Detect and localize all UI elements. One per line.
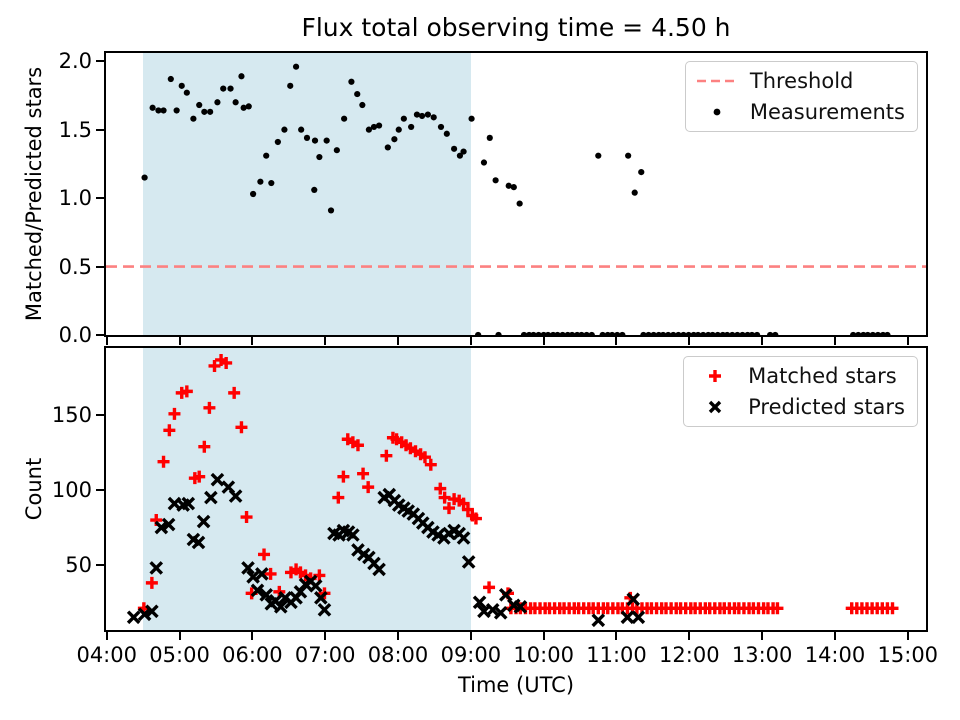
y-tick-label: 1.0: [58, 186, 92, 211]
x-tick-mark: [688, 632, 691, 640]
chart-title: Flux total observing time = 4.50 h: [301, 13, 731, 42]
x-tick-mark: [688, 337, 691, 345]
x-tick-mark: [397, 337, 400, 345]
x-tick-mark: [324, 337, 327, 345]
x-axis-label: Time (UTC): [457, 673, 575, 697]
y-tick-mark: [96, 489, 104, 492]
x-tick-mark: [469, 632, 472, 640]
y-tick-mark: [96, 197, 104, 200]
top-axes-ratio-plot: Threshold Measurements: [104, 51, 928, 337]
x-tick-label: 06:00: [222, 643, 283, 667]
x-tick-label: 11:00: [586, 643, 647, 667]
y-tick-mark: [96, 334, 104, 336]
x-tick-mark: [906, 632, 909, 640]
x-tick-label: 15:00: [877, 643, 939, 667]
x-tick-label: 04:00: [76, 643, 137, 667]
legend-item-matched-stars: Matched stars: [694, 364, 905, 388]
legend-label-threshold: Threshold: [749, 69, 854, 93]
y-tick-label: 50: [65, 552, 92, 577]
y-tick-mark: [96, 414, 104, 417]
x-tick-mark: [615, 632, 618, 640]
bottom-legend: Matched stars Predicted stars: [683, 356, 918, 427]
y-tick-label: 100: [51, 478, 92, 503]
observing-window-shade-top: [143, 53, 471, 335]
x-tick-label: 10:00: [513, 643, 574, 667]
x-tick-label: 08:00: [367, 643, 429, 667]
top-plot-canvas: [106, 63, 926, 335]
y-tick-label: 2.0: [58, 49, 92, 74]
y-tick-mark: [96, 563, 104, 566]
bottom-plot-canvas: [126, 353, 899, 628]
predicted-x-swatch-icon: [694, 399, 736, 415]
y-tick-mark: [96, 128, 104, 131]
y-tick-label: 150: [51, 403, 92, 428]
y-tick-mark: [96, 265, 104, 268]
y-tick-label: 0.5: [58, 254, 92, 279]
x-tick-mark: [833, 632, 836, 640]
bottom-axes-count-plot: Matched stars Predicted stars: [104, 346, 928, 632]
x-tick-mark: [542, 632, 545, 640]
x-tick-mark: [105, 632, 108, 640]
x-tick-label: 12:00: [659, 643, 720, 667]
y-tick-label: 0.0: [58, 323, 92, 347]
x-tick-label: 14:00: [804, 643, 866, 667]
x-tick-mark: [469, 337, 472, 345]
x-tick-mark: [397, 632, 400, 640]
x-tick-mark: [251, 632, 254, 640]
x-tick-mark: [324, 632, 327, 640]
legend-item-threshold: Threshold: [696, 69, 905, 93]
y-tick-mark: [96, 60, 104, 63]
x-tick-mark: [833, 337, 836, 345]
top-legend: Threshold Measurements: [684, 61, 918, 132]
x-tick-mark: [761, 632, 764, 640]
legend-label-predicted-stars: Predicted stars: [748, 395, 905, 419]
x-tick-label: 09:00: [440, 643, 502, 667]
legend-label-measurements: Measurements: [749, 100, 905, 124]
legend-label-matched-stars: Matched stars: [748, 364, 897, 388]
matched-plus-swatch-icon: [694, 368, 736, 384]
x-tick-mark: [542, 337, 545, 345]
y-tick-label: 1.5: [58, 117, 92, 142]
legend-item-predicted-stars: Predicted stars: [694, 395, 905, 419]
x-tick-mark: [615, 337, 618, 345]
predicted-stars-series: [126, 472, 646, 628]
x-tick-mark: [105, 337, 108, 345]
x-tick-label: 07:00: [294, 643, 356, 667]
x-tick-mark: [906, 337, 909, 345]
measurements-dot-swatch-icon: [696, 107, 738, 117]
matched-stars-series: [137, 353, 899, 615]
x-tick-mark: [761, 337, 764, 345]
threshold-dash-swatch-icon: [696, 77, 738, 85]
x-tick-mark: [178, 337, 181, 345]
x-tick-label: 13:00: [731, 643, 793, 667]
measurements-series: [141, 63, 891, 335]
x-tick-mark: [251, 337, 254, 345]
x-tick-mark: [178, 632, 181, 640]
legend-item-measurements: Measurements: [696, 100, 905, 124]
x-tick-label: 05:00: [149, 643, 210, 667]
